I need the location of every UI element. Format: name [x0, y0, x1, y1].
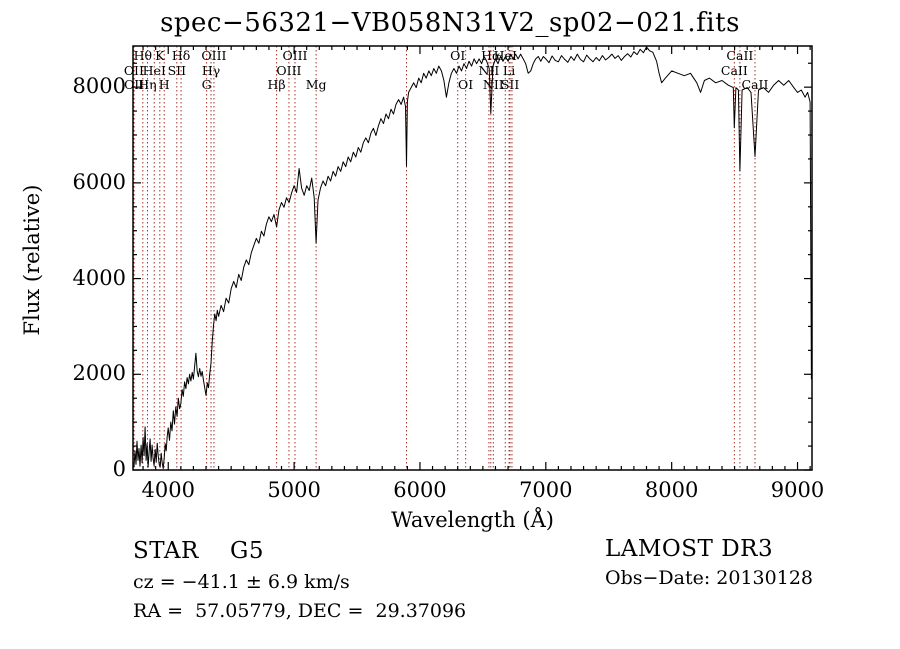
line-label-K-3933: K: [155, 48, 165, 63]
y-tick-8000: 8000: [72, 74, 126, 99]
x-tick-8000: 8000: [644, 478, 699, 502]
line-label-CaII-8662: CaII: [741, 77, 769, 92]
line-label-SII-6716: SII: [500, 77, 520, 92]
line-label-OIII-5007: OIII: [282, 48, 308, 63]
y-tick-2000: 2000: [72, 361, 126, 386]
line-label-Hβ-4861: Hβ: [267, 77, 286, 92]
line-label-OII-3727: OII: [123, 62, 144, 78]
x-axis-label: Wavelength (Å): [391, 508, 554, 532]
line-label-CaII-8498: CaII: [720, 62, 748, 78]
line-label-OI-6300: OI: [450, 48, 466, 63]
y-tick-6000: 6000: [72, 169, 126, 194]
x-tick-4000: 4000: [141, 478, 195, 502]
x-tick-7000: 7000: [519, 478, 573, 502]
line-label-HeI-6678: HeI: [493, 48, 517, 63]
line-label-HeI-3889: HeI: [142, 62, 166, 78]
object-class-text: STAR G5: [133, 538, 265, 564]
line-label-Hη-3835: Hη: [138, 77, 157, 92]
line-label-Hα-6563: Hα: [481, 48, 501, 63]
survey-release-text: LAMOST DR3: [605, 536, 774, 562]
obs-date-text: Obs−Date: 20130128: [605, 567, 813, 589]
line-label-H-3968: H: [158, 77, 170, 92]
plot-title: spec−56321−VB058N31V2_sp02−021.fits: [160, 8, 740, 38]
line-label-Mg-5175: Mg: [305, 77, 327, 92]
radial-velocity-text: cz = −41.1 ± 6.9 km/s: [133, 571, 350, 593]
line-label-Hγ-4340: Hγ: [201, 62, 221, 78]
line-label-OI-6363: OI: [458, 77, 474, 92]
x-tick-5000: 5000: [267, 478, 321, 502]
line-label-OII-3729: OII: [124, 77, 145, 92]
line-label-NII-6548: NII: [478, 62, 500, 78]
y-tick-0: 0: [112, 457, 126, 481]
line-label-SII-4068: SII: [167, 62, 187, 78]
line-label-CaII-8542: CaII: [726, 48, 754, 63]
x-tick-6000: 6000: [393, 478, 447, 502]
line-label-OIII-4363: OIII: [201, 48, 227, 63]
line-label-G-4305: G: [201, 77, 212, 92]
x-tick-9000: 9000: [770, 478, 825, 502]
line-label-Li-6708: Li: [502, 62, 516, 78]
line-label-OIII-4959: OIII: [276, 62, 302, 78]
line-label-NII-6583: NII: [482, 77, 504, 92]
y-tick-4000: 4000: [72, 265, 126, 290]
line-label-Hδ-4102: Hδ: [171, 48, 191, 63]
coordinates-text: RA = 57.05779, DEC = 29.37096: [133, 600, 467, 622]
line-label-Hθ-3798: Hθ: [133, 48, 153, 63]
